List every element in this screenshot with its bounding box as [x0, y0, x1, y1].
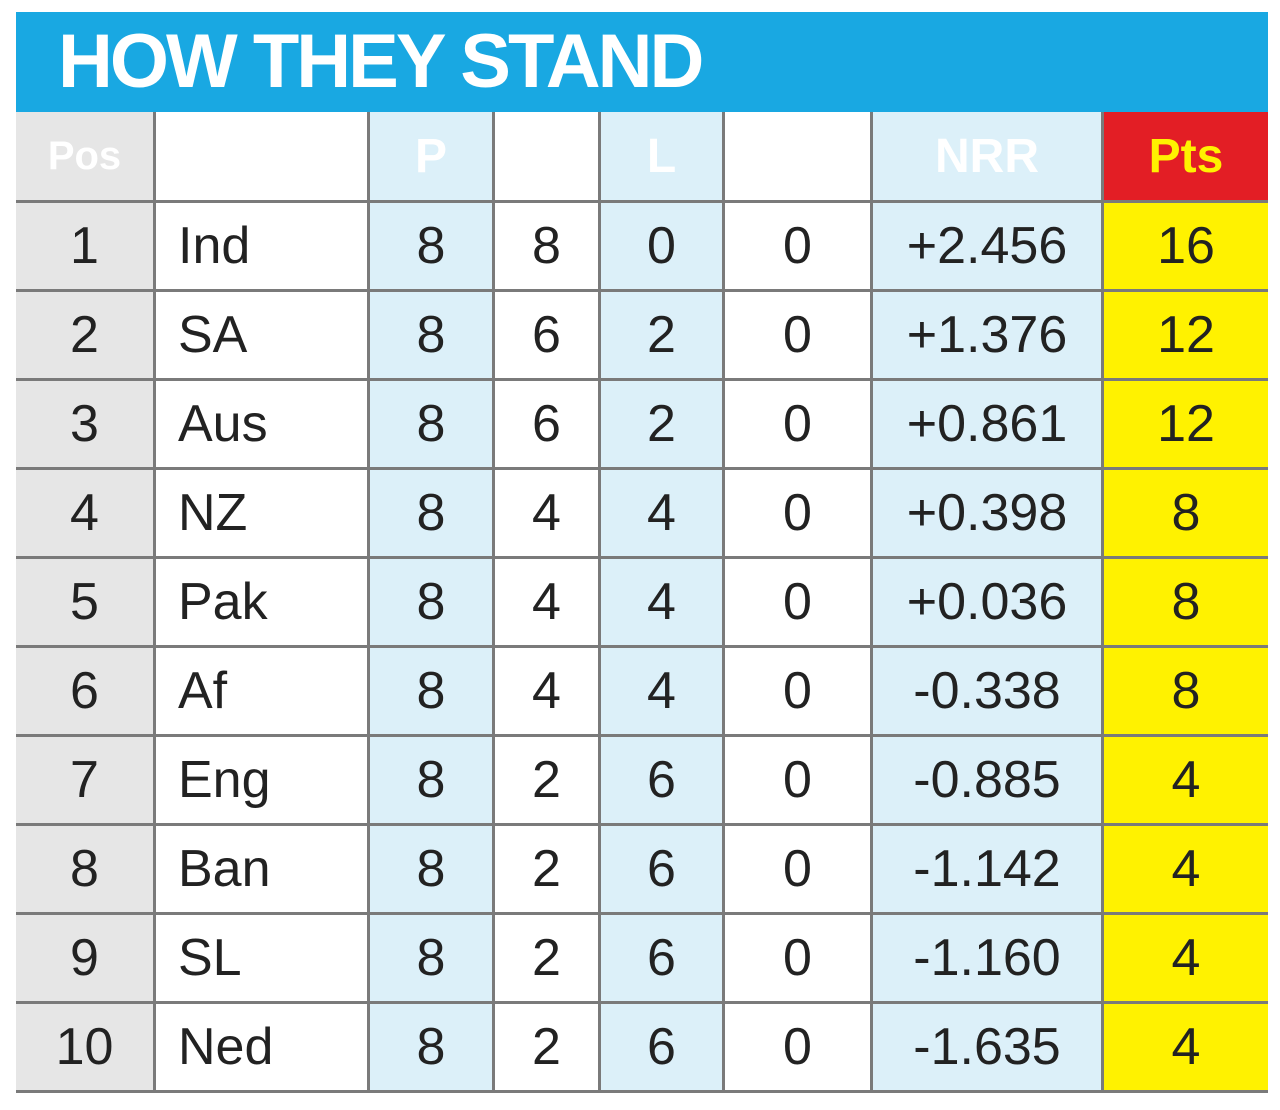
- table-cell: 0: [725, 648, 870, 734]
- table-cell: -1.142: [873, 826, 1101, 912]
- table-cell: 8: [370, 737, 492, 823]
- table-cell: 4: [1104, 915, 1268, 1001]
- table-cell: 6: [495, 381, 598, 467]
- table-cell: 0: [725, 203, 870, 289]
- column-header: Pts: [1104, 112, 1268, 200]
- table-cell: 0: [725, 826, 870, 912]
- table-cell: -0.885: [873, 737, 1101, 823]
- table-cell: 9: [16, 915, 153, 1001]
- table-cell: 2: [495, 737, 598, 823]
- table-cell: 4: [601, 470, 722, 556]
- table-cell: 4: [601, 559, 722, 645]
- column-header: W: [495, 112, 598, 200]
- table-cell: -0.338: [873, 648, 1101, 734]
- table-cell: 10: [16, 1004, 153, 1090]
- table-cell: 0: [725, 381, 870, 467]
- table-cell: -1.160: [873, 915, 1101, 1001]
- column-header: N/R: [725, 112, 870, 200]
- table-cell: 1: [16, 203, 153, 289]
- table-cell: 12: [1104, 292, 1268, 378]
- table-cell: 2: [495, 915, 598, 1001]
- table-cell: 6: [495, 292, 598, 378]
- table-cell: 8: [16, 826, 153, 912]
- column-header: L: [601, 112, 722, 200]
- table-cell: 8: [370, 648, 492, 734]
- table-cell: -1.635: [873, 1004, 1101, 1090]
- table-cell: +1.376: [873, 292, 1101, 378]
- table-cell: 3: [16, 381, 153, 467]
- table-cell: 6: [601, 915, 722, 1001]
- table-cell: 4: [601, 648, 722, 734]
- table-cell: 4: [1104, 826, 1268, 912]
- table-cell: SA: [156, 292, 367, 378]
- table-cell: 0: [601, 203, 722, 289]
- table-cell: 0: [725, 470, 870, 556]
- table-cell: 8: [1104, 559, 1268, 645]
- table-cell: 6: [601, 826, 722, 912]
- table-cell: 4: [495, 470, 598, 556]
- standings-card: HOW THEY STAND Pos T P W L N/R NRR Pts 1 Ind 8 8 0 0 +…: [16, 12, 1268, 1094]
- column-header: NRR: [873, 112, 1101, 200]
- table-cell: 6: [601, 1004, 722, 1090]
- standings-table: Pos T P W L N/R NRR Pts 1 Ind 8 8 0 0 +2.456 16 2 SA 8 6 2 0 +…: [16, 112, 1268, 1093]
- table-cell: 8: [370, 559, 492, 645]
- table-cell: 8: [370, 915, 492, 1001]
- table-cell: Ban: [156, 826, 367, 912]
- table-cell: 4: [495, 559, 598, 645]
- table-cell: Aus: [156, 381, 367, 467]
- table-cell: 0: [725, 1004, 870, 1090]
- column-header: T: [156, 112, 367, 200]
- table-cell: 6: [601, 737, 722, 823]
- table-cell: 12: [1104, 381, 1268, 467]
- table-cell: 4: [1104, 1004, 1268, 1090]
- table-cell: 2: [495, 826, 598, 912]
- table-cell: 8: [370, 1004, 492, 1090]
- table-cell: Ind: [156, 203, 367, 289]
- table-cell: 8: [370, 203, 492, 289]
- table-cell: Af: [156, 648, 367, 734]
- table-cell: 7: [16, 737, 153, 823]
- table-cell: 2: [16, 292, 153, 378]
- table-cell: 8: [370, 826, 492, 912]
- table-cell: +0.036: [873, 559, 1101, 645]
- table-cell: 8: [1104, 648, 1268, 734]
- table-cell: 4: [16, 470, 153, 556]
- table-cell: 5: [16, 559, 153, 645]
- table-cell: Ned: [156, 1004, 367, 1090]
- table-cell: 8: [495, 203, 598, 289]
- table-cell: SL: [156, 915, 367, 1001]
- table-cell: 4: [1104, 737, 1268, 823]
- table-cell: 2: [601, 292, 722, 378]
- table-cell: +0.398: [873, 470, 1101, 556]
- table-cell: 8: [370, 470, 492, 556]
- table-cell: 16: [1104, 203, 1268, 289]
- table-cell: 8: [370, 292, 492, 378]
- table-cell: 2: [601, 381, 722, 467]
- table-cell: Eng: [156, 737, 367, 823]
- table-cell: +2.456: [873, 203, 1101, 289]
- table-cell: 8: [370, 381, 492, 467]
- table-cell: 6: [16, 648, 153, 734]
- table-cell: 8: [1104, 470, 1268, 556]
- table-cell: 0: [725, 292, 870, 378]
- table-cell: NZ: [156, 470, 367, 556]
- title: HOW THEY STAND: [16, 12, 1268, 112]
- table-cell: 2: [495, 1004, 598, 1090]
- table-cell: 0: [725, 559, 870, 645]
- table-cell: Pak: [156, 559, 367, 645]
- table-cell: +0.861: [873, 381, 1101, 467]
- table-cell: 4: [495, 648, 598, 734]
- column-header: P: [370, 112, 492, 200]
- table-cell: 0: [725, 915, 870, 1001]
- column-header: Pos: [16, 112, 153, 200]
- table-cell: 0: [725, 737, 870, 823]
